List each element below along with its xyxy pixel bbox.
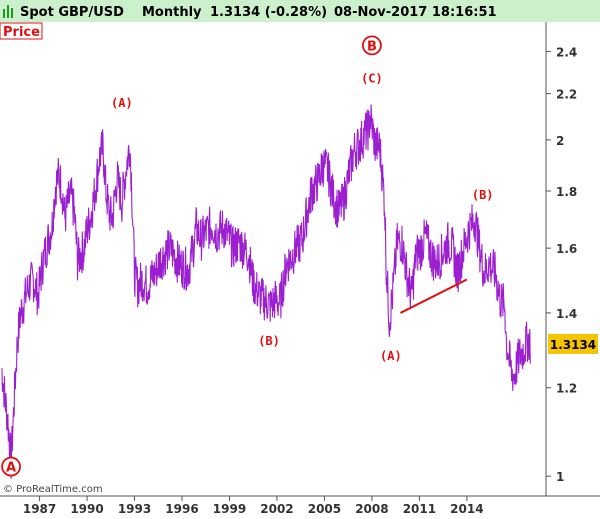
trendline — [399, 278, 468, 314]
x-tick-label: 2014 — [450, 502, 483, 516]
y-tick-label: 2.4 — [556, 45, 577, 59]
x-tick-label: 1993 — [118, 502, 151, 516]
wave-annotations: (A) (C) (B) (A) (B) B A — [1, 35, 494, 477]
circled-wave-label: A — [6, 461, 16, 476]
instrument-title: Spot GBP/USD — [20, 5, 124, 20]
y-tick-label: 1.2 — [556, 382, 577, 396]
y-tick-label: 1.6 — [556, 242, 577, 256]
wave-label: (B) — [472, 188, 494, 202]
x-tick-label: 2011 — [403, 502, 436, 516]
y-tick-label: 1.4 — [556, 307, 577, 321]
y-tick-label: 1 — [556, 470, 564, 484]
interval-label: Monthly — [142, 5, 202, 20]
y-tick-label: 2 — [556, 134, 564, 148]
last-value-badge — [548, 333, 598, 354]
price-panel-label-box — [0, 22, 43, 40]
circled-wave-marker — [1, 456, 21, 477]
header-bar — [0, 0, 600, 22]
price-line — [1, 104, 531, 479]
bars-icon — [3, 5, 13, 18]
wave-label: (A) — [111, 96, 133, 110]
y-tick-label: 2.2 — [556, 88, 577, 102]
price-series: 1.3134 — [1, 104, 598, 479]
x-tick-label: 2005 — [308, 502, 341, 516]
x-tick-label: 1996 — [165, 502, 198, 516]
wave-label: (C) — [361, 72, 383, 86]
x-tick-label: 2002 — [260, 502, 293, 516]
circled-wave-marker — [362, 35, 382, 56]
axis-ticks: 1 1.2 1.4 1.6 1.8 2 2.2 2.4 1987 1990 1993 1996 1999… — [23, 45, 577, 516]
copyright-text: © ProRealTime.com — [3, 484, 103, 495]
y-tick-label: 1.8 — [556, 185, 577, 199]
x-tick-label: 2008 — [355, 502, 388, 516]
x-tick-label: 1990 — [70, 502, 103, 516]
x-tick-label: 1987 — [23, 502, 56, 516]
last-value-change: 1.3134 (-0.28%) — [210, 5, 327, 20]
wave-label: (A) — [380, 349, 402, 363]
x-tick-label: 1999 — [213, 502, 246, 516]
circled-wave-label: B — [367, 39, 377, 54]
wave-label: (B) — [258, 334, 280, 348]
header-datetime: 08-Nov-2017 18:16:51 — [334, 5, 497, 20]
last-value-label: 1.3134 — [550, 338, 596, 352]
price-panel-label: Price — [3, 25, 40, 40]
